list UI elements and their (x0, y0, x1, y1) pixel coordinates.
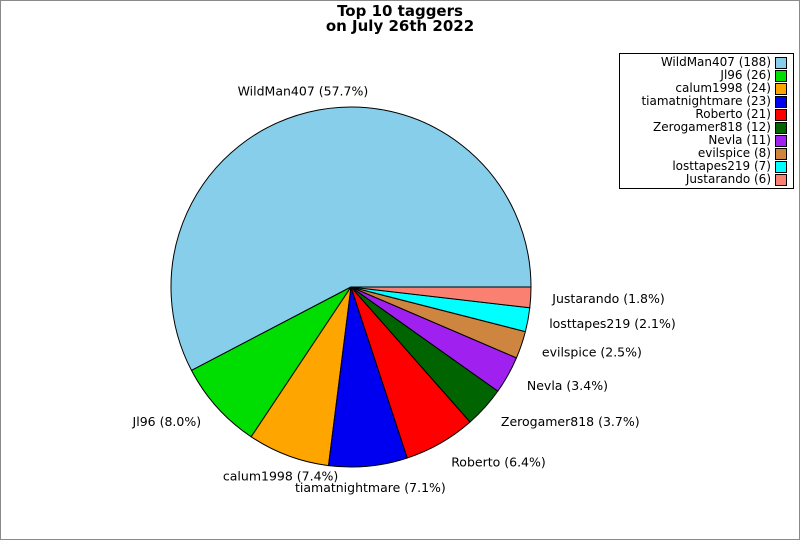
legend-swatch-icon (775, 173, 787, 186)
pie-slice-Justarando (350, 286, 532, 309)
legend-item-label: losttapes219 (7) (672, 159, 771, 173)
legend-item-label: Justarando (6) (685, 172, 771, 186)
chart-title: Top 10 taggers on July 26th 2022 (1, 4, 799, 34)
legend-item-label: evilspice (8) (697, 146, 771, 160)
slice-label-evilspice: evilspice (2.5%) (542, 344, 642, 359)
legend-item-Jl96: Jl96 (26) (622, 69, 787, 82)
slice-label-tiamatnightmare: tiamatnightmare (7.1%) (295, 480, 446, 495)
slice-label-losttapes219: losttapes219 (2.1%) (549, 316, 676, 331)
legend-item-calum1998: calum1998 (24) (622, 82, 787, 95)
legend: WildMan407 (188) Jl96 (26) calum1998 (24) t… (619, 53, 794, 189)
legend-swatch-icon (775, 121, 787, 134)
legend-item-label: Jl96 (26) (720, 68, 771, 82)
legend-swatch-icon (775, 56, 787, 69)
legend-item-Justarando: Justarando (6) (622, 173, 787, 186)
legend-swatch-icon (775, 82, 787, 95)
legend-swatch-icon (775, 147, 787, 160)
legend-item-tiamatnightmare: tiamatnightmare (23) (622, 95, 787, 108)
chart-title-line2: on July 26th 2022 (325, 17, 475, 35)
chart-title-line1: Top 10 taggers (337, 2, 463, 20)
slice-label-Nevla: Nevla (3.4%) (527, 378, 608, 393)
legend-item-Zerogamer818: Zerogamer818 (12) (622, 121, 787, 134)
slice-label-Justarando: Justarando (1.8%) (551, 291, 664, 306)
pie-slice-WildMan407 (170, 106, 532, 371)
legend-item-Nevla: Nevla (11) (622, 134, 787, 147)
legend-item-label: Zerogamer818 (12) (653, 120, 771, 134)
legend-swatch-icon (775, 134, 787, 147)
pie-slice-Jl96 (190, 286, 352, 438)
legend-item-label: Nevla (11) (708, 133, 771, 147)
legend-item-label: Roberto (21) (695, 107, 771, 121)
legend-swatch-icon (775, 95, 787, 108)
legend-item-label: tiamatnightmare (23) (641, 94, 771, 108)
legend-item-losttapes219: losttapes219 (7) (622, 160, 787, 173)
legend-item-evilspice: evilspice (8) (622, 147, 787, 160)
legend-item-WildMan407: WildMan407 (188) (622, 56, 787, 69)
legend-swatch-icon (775, 160, 787, 173)
slice-label-Zerogamer818: Zerogamer818 (3.7%) (501, 414, 640, 429)
slice-label-Roberto: Roberto (6.4%) (451, 454, 546, 469)
slice-label-WildMan407: WildMan407 (57.7%) (238, 84, 369, 99)
legend-swatch-icon (775, 108, 787, 121)
legend-item-label: calum1998 (24) (675, 81, 771, 95)
legend-item-label: WildMan407 (188) (660, 55, 771, 69)
legend-item-Roberto: Roberto (21) (622, 108, 787, 121)
slice-label-Jl96: Jl96 (8.0%) (132, 414, 202, 429)
slice-label-calum1998: calum1998 (7.4%) (223, 468, 338, 483)
legend-swatch-icon (775, 69, 787, 82)
